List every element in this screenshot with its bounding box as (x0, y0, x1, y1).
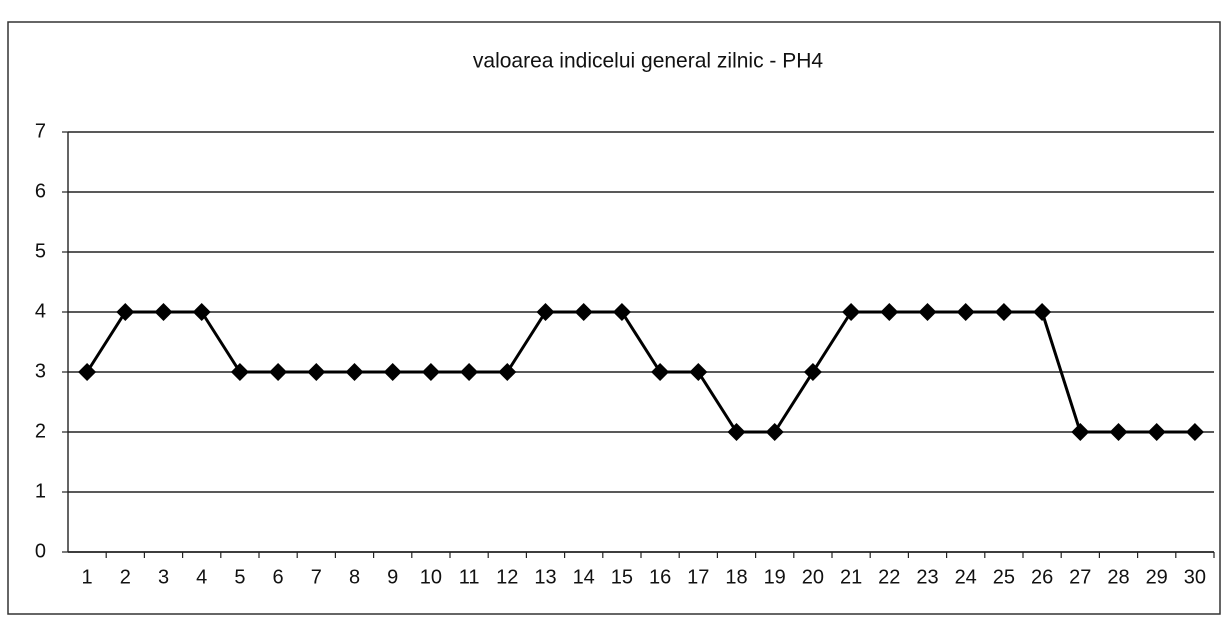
x-tick-label: 8 (349, 566, 360, 588)
x-tick-label: 19 (764, 566, 786, 588)
marker (1147, 423, 1166, 441)
x-tick-label: 17 (687, 566, 709, 588)
x-tick-label: 26 (1031, 566, 1053, 588)
x-tick-label: 13 (534, 566, 556, 588)
y-tick-label: 3 (35, 360, 46, 382)
x-tick-label: 1 (82, 566, 93, 588)
x-tick-label: 28 (1107, 566, 1129, 588)
marker (994, 303, 1013, 321)
marker (651, 363, 670, 381)
x-tick-label: 25 (993, 566, 1015, 588)
marker (765, 423, 784, 441)
x-tick-label: 18 (725, 566, 747, 588)
x-tick-label: 2 (120, 566, 131, 588)
x-tick-label: 27 (1069, 566, 1091, 588)
marker (307, 363, 326, 381)
x-tick-label: 12 (496, 566, 518, 588)
x-tick-label: 20 (802, 566, 824, 588)
marker (269, 363, 288, 381)
marker (918, 303, 937, 321)
x-tick-label: 14 (573, 566, 595, 588)
marker (154, 303, 173, 321)
x-tick-label: 23 (916, 566, 938, 588)
y-tick-label: 6 (35, 180, 46, 202)
marker (727, 423, 746, 441)
marker (78, 363, 97, 381)
x-tick-label: 15 (611, 566, 633, 588)
marker (345, 363, 364, 381)
chart-title: valoarea indicelui general zilnic - PH4 (473, 50, 824, 73)
y-tick-label: 7 (35, 120, 46, 142)
x-tick-label: 29 (1146, 566, 1168, 588)
marker (956, 303, 975, 321)
x-tick-label: 7 (311, 566, 322, 588)
x-tick-label: 9 (387, 566, 398, 588)
chart-frame (7, 21, 1221, 615)
marker (612, 303, 631, 321)
marker (192, 303, 211, 321)
marker (842, 303, 861, 321)
x-tick-label: 24 (955, 566, 977, 588)
marker (116, 303, 135, 321)
marker (498, 363, 517, 381)
marker (1071, 423, 1090, 441)
x-tick-label: 21 (840, 566, 862, 588)
x-tick-label: 30 (1184, 566, 1206, 588)
marker (574, 303, 593, 321)
marker (460, 363, 479, 381)
marker (689, 363, 708, 381)
marker (1109, 423, 1128, 441)
marker (383, 363, 402, 381)
y-tick-label: 0 (35, 540, 46, 562)
x-tick-label: 6 (273, 566, 284, 588)
marker (421, 363, 440, 381)
y-tick-label: 1 (35, 480, 46, 502)
marker (230, 363, 249, 381)
y-tick-label: 5 (35, 240, 46, 262)
marker (1033, 303, 1052, 321)
x-tick-label: 10 (420, 566, 442, 588)
x-tick-label: 16 (649, 566, 671, 588)
marker (880, 303, 899, 321)
marker (536, 303, 555, 321)
x-tick-label: 11 (459, 566, 480, 588)
x-tick-label: 22 (878, 566, 900, 588)
marker (1185, 423, 1204, 441)
marker (803, 363, 822, 381)
x-tick-label: 4 (196, 566, 207, 588)
y-tick-label: 2 (35, 420, 46, 442)
y-tick-label: 4 (35, 300, 46, 322)
x-tick-label: 5 (234, 566, 245, 588)
x-tick-label: 3 (158, 566, 169, 588)
